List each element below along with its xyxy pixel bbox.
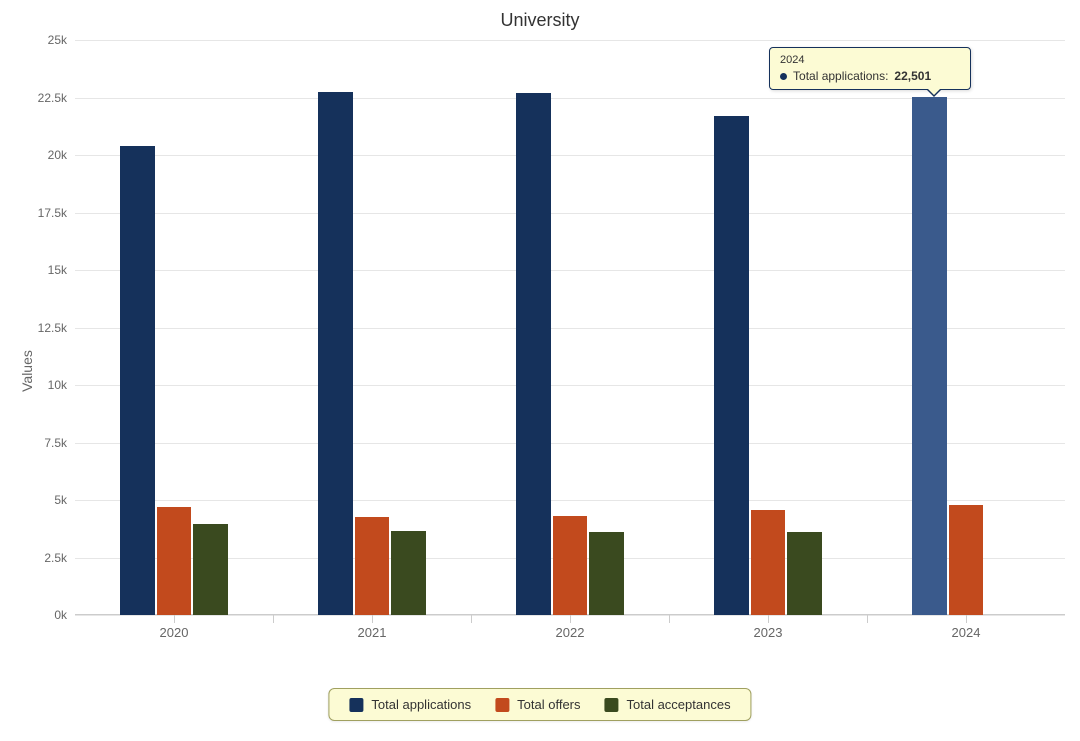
- y-tick-label: 22.5k: [38, 91, 75, 105]
- y-tick-label: 17.5k: [38, 206, 75, 220]
- legend-swatch-icon: [349, 698, 363, 712]
- bar[interactable]: [355, 517, 390, 615]
- bar[interactable]: [751, 510, 786, 615]
- tooltip-series-label: Total applications:: [793, 69, 888, 83]
- x-tick-label: 2023: [754, 615, 783, 640]
- bar[interactable]: [193, 524, 228, 615]
- bar[interactable]: [714, 116, 749, 615]
- tooltip: 2024 Total applications: 22,501: [769, 47, 971, 90]
- y-tick-label: 20k: [48, 148, 75, 162]
- legend-label: Total offers: [517, 697, 580, 712]
- bar[interactable]: [391, 531, 426, 615]
- bar[interactable]: [553, 516, 588, 615]
- y-tick-label: 5k: [54, 493, 75, 507]
- y-tick-label: 0k: [54, 608, 75, 622]
- legend-item[interactable]: Total acceptances: [605, 697, 731, 712]
- bar[interactable]: [589, 532, 624, 615]
- bar[interactable]: [120, 146, 155, 615]
- legend-swatch-icon: [605, 698, 619, 712]
- tooltip-dot-icon: [780, 73, 787, 80]
- x-tick-mark: [273, 615, 274, 623]
- y-tick-label: 25k: [48, 33, 75, 47]
- chart-title: University: [0, 10, 1080, 31]
- y-tick-label: 12.5k: [38, 321, 75, 335]
- legend-label: Total acceptances: [627, 697, 731, 712]
- bar[interactable]: [912, 97, 947, 615]
- x-tick-label: 2020: [160, 615, 189, 640]
- tooltip-header: 2024: [780, 54, 960, 66]
- y-tick-label: 10k: [48, 378, 75, 392]
- bar[interactable]: [157, 507, 192, 615]
- legend-label: Total applications: [371, 697, 471, 712]
- y-tick-label: 2.5k: [44, 551, 75, 565]
- plot-area: 0k2.5k5k7.5k10k12.5k15k17.5k20k22.5k25k2…: [75, 40, 1065, 615]
- x-tick-mark: [471, 615, 472, 623]
- chart-container: University Values 0k2.5k5k7.5k10k12.5k15…: [0, 0, 1080, 741]
- legend-swatch-icon: [495, 698, 509, 712]
- x-tick-mark: [867, 615, 868, 623]
- x-tick-label: 2024: [952, 615, 981, 640]
- y-tick-label: 15k: [48, 263, 75, 277]
- x-tick-label: 2021: [358, 615, 387, 640]
- bar[interactable]: [787, 532, 822, 615]
- bar[interactable]: [949, 505, 984, 615]
- grid-line: [75, 40, 1065, 41]
- bar[interactable]: [516, 93, 551, 615]
- legend-item[interactable]: Total offers: [495, 697, 580, 712]
- x-tick-label: 2022: [556, 615, 585, 640]
- y-tick-label: 7.5k: [44, 436, 75, 450]
- x-tick-mark: [669, 615, 670, 623]
- tooltip-value: 22,501: [894, 69, 931, 83]
- legend[interactable]: Total applications Total offers Total acce…: [328, 688, 751, 721]
- y-axis-label: Values: [19, 350, 35, 392]
- legend-item[interactable]: Total applications: [349, 697, 471, 712]
- bar[interactable]: [318, 92, 353, 615]
